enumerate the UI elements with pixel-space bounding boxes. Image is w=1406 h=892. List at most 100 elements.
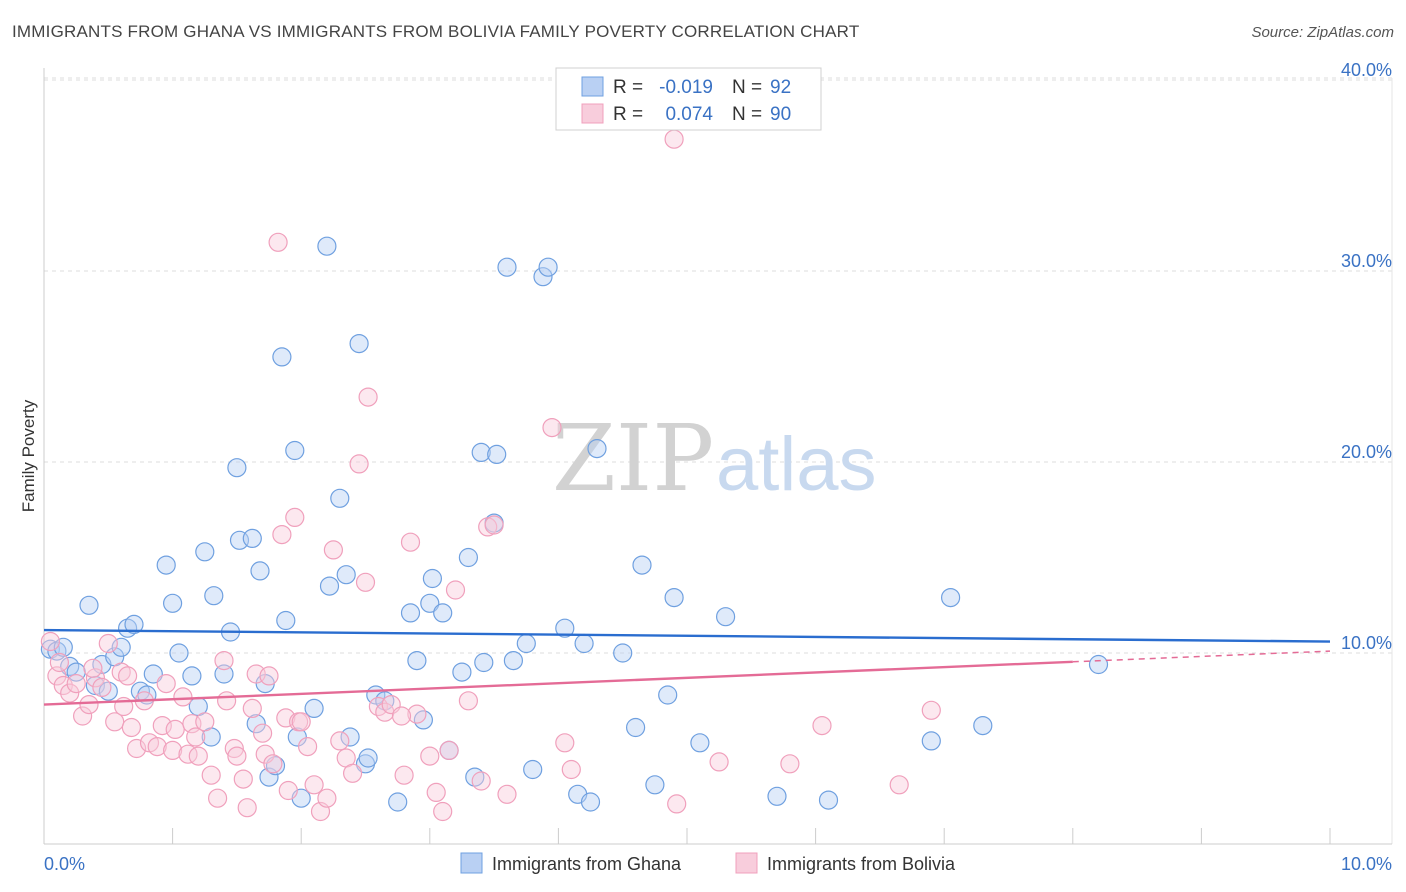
ghana-point — [169, 643, 189, 663]
ghana-point — [319, 576, 340, 596]
bolivia-point — [439, 740, 459, 761]
bolivia-point — [188, 746, 208, 766]
ghana-point — [143, 664, 163, 684]
ghana-point — [336, 565, 356, 585]
ghana-point — [317, 236, 337, 256]
bolivia-point — [201, 765, 221, 785]
axes — [43, 68, 1393, 845]
ghana-point — [503, 650, 524, 671]
tick-labels: 10.0% 20.0% 30.0% 40.0% 0.0% 10.0% — [44, 60, 1392, 874]
ghana-point — [487, 444, 507, 464]
gridlines — [44, 77, 1392, 654]
bolivia-point — [121, 717, 141, 738]
ghana-point — [242, 528, 262, 549]
bolivia-point — [233, 769, 253, 789]
bolivia-point — [471, 771, 491, 791]
ghana-point — [156, 555, 176, 575]
bolivia-trend-extension — [1072, 650, 1331, 663]
ghana-point — [555, 618, 575, 638]
bolivia-point — [889, 775, 909, 795]
bolivia-point — [227, 746, 247, 766]
legend-n-label-ghana: N = — [732, 77, 762, 98]
bolivia-point — [214, 650, 234, 671]
ghana-point — [349, 334, 369, 354]
bolivia-point — [484, 515, 504, 535]
bolivia-point — [272, 524, 292, 545]
bolivia-point — [542, 418, 562, 438]
ghana-point — [204, 586, 224, 606]
bolivia-point — [317, 788, 337, 808]
ghana-point — [474, 652, 494, 673]
bolivia-point — [186, 727, 206, 747]
ghana-point — [420, 593, 440, 613]
bolivia-point — [208, 788, 228, 808]
ghana-point — [645, 775, 665, 795]
ghana-point — [388, 792, 408, 812]
ghana-point — [715, 607, 736, 627]
ghana-point — [818, 790, 839, 810]
bolivia-point — [664, 129, 684, 149]
legend-n-label-bolivia: N = — [732, 104, 762, 125]
ghana-point — [497, 257, 517, 277]
bolivia-point — [780, 754, 800, 774]
ghana-point — [458, 547, 478, 568]
ghana-point — [124, 614, 144, 635]
ghana-point — [690, 733, 710, 753]
bolivia-point — [195, 712, 215, 732]
ghana-point — [580, 792, 601, 812]
ghana-trend-line — [43, 628, 1331, 643]
ghana-point — [433, 603, 453, 623]
ghana-point — [79, 595, 99, 615]
bolivia-point — [391, 706, 412, 726]
bolivia-point — [217, 691, 237, 711]
ghana-point — [227, 458, 247, 478]
ghana-point — [538, 257, 558, 277]
bolivia-point — [40, 631, 61, 652]
bolivia-point — [812, 715, 832, 736]
ghana-point — [625, 717, 646, 738]
bolivia-point — [667, 794, 687, 814]
bolivia-point — [394, 765, 414, 785]
ghana-point — [330, 488, 350, 508]
legend-r-label-ghana: R = — [613, 77, 643, 98]
bolivia-point — [60, 683, 80, 703]
legend-r-value-ghana: -0.019 — [659, 77, 713, 98]
ghana-point — [358, 748, 378, 768]
ghana-point — [285, 440, 305, 461]
watermark-atlas: atlas — [716, 422, 877, 507]
ghana-point — [767, 786, 787, 806]
y-tick-label: 40.0% — [1341, 60, 1392, 80]
bolivia-point — [458, 691, 478, 711]
ghana-point — [182, 666, 202, 686]
legend-swatch-ghana — [581, 76, 604, 97]
ghana-point — [523, 759, 543, 780]
bolivia-point — [237, 798, 257, 818]
bolivia-point — [330, 731, 350, 751]
chart-title: IMMIGRANTS FROM GHANA VS IMMIGRANTS FROM… — [12, 22, 860, 41]
bolivia-point — [117, 666, 138, 686]
bolivia-point — [323, 540, 343, 560]
ghana-point — [632, 555, 652, 575]
ghana-point — [516, 633, 536, 654]
source-credit: Source: ZipAtlas.com — [1251, 24, 1394, 41]
bolivia-point — [83, 658, 103, 678]
bolivia-point — [147, 736, 167, 757]
x-tick-label-min: 0.0% — [44, 854, 85, 874]
watermark: ZIP atlas — [552, 405, 877, 512]
series-legend-swatch-ghana — [460, 852, 483, 874]
bolivia-point — [268, 232, 288, 252]
ghana-point — [407, 650, 427, 671]
ghana-point — [163, 593, 183, 613]
bolivia-point — [420, 746, 440, 766]
ghana-point — [587, 439, 607, 459]
series-legend-swatch-bolivia — [735, 852, 758, 874]
y-tick-label: 10.0% — [1341, 633, 1392, 653]
ghana-point — [340, 727, 360, 747]
ghana-point — [422, 568, 442, 589]
bolivia-point — [555, 733, 575, 753]
bolivia-point — [358, 387, 378, 407]
bolivia-point — [79, 694, 99, 715]
ghana-point — [276, 610, 296, 631]
bolivia-point — [349, 454, 369, 474]
